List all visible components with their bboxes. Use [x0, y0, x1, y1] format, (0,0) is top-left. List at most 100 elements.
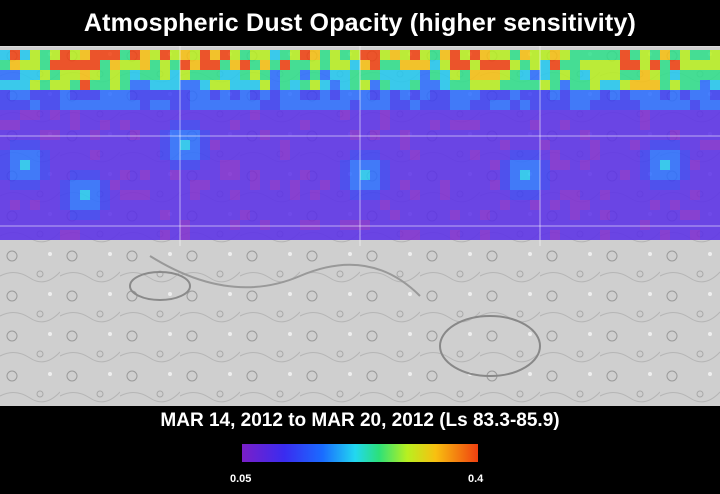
opacity-cell [430, 220, 440, 230]
opacity-cell [650, 130, 660, 140]
opacity-cell [60, 210, 70, 220]
opacity-cell [330, 170, 340, 180]
opacity-cell [40, 160, 50, 170]
opacity-cell [600, 160, 610, 170]
opacity-cell [30, 70, 40, 80]
opacity-cell [70, 140, 80, 150]
opacity-cell [40, 200, 50, 210]
opacity-cell [360, 180, 370, 190]
opacity-cell [640, 190, 650, 200]
opacity-cell [110, 160, 120, 170]
opacity-cell [210, 170, 220, 180]
opacity-cell [630, 210, 640, 220]
opacity-cell [630, 120, 640, 130]
opacity-cell [330, 180, 340, 190]
opacity-cell [520, 50, 530, 60]
opacity-cell [280, 180, 290, 190]
opacity-cell [280, 210, 290, 220]
opacity-cell [630, 60, 640, 70]
opacity-cell [190, 120, 200, 130]
opacity-cell [50, 100, 60, 110]
opacity-cell [350, 160, 360, 170]
opacity-cell [410, 90, 420, 100]
opacity-cell [30, 160, 40, 170]
opacity-cell [710, 110, 720, 120]
opacity-cell [500, 170, 510, 180]
opacity-cell [130, 60, 140, 70]
opacity-cell [260, 210, 270, 220]
opacity-cell [340, 180, 350, 190]
opacity-cell [460, 220, 470, 230]
opacity-cell [70, 150, 80, 160]
opacity-cell [660, 90, 670, 100]
opacity-cell [490, 60, 500, 70]
opacity-cell [450, 80, 460, 90]
opacity-cell [620, 230, 630, 240]
opacity-cell [530, 150, 540, 160]
opacity-cell [620, 190, 630, 200]
opacity-cell [220, 50, 230, 60]
opacity-cell [240, 110, 250, 120]
opacity-cell [670, 110, 680, 120]
opacity-cell [340, 160, 350, 170]
opacity-cell [290, 130, 300, 140]
opacity-cell [270, 200, 280, 210]
opacity-cell [670, 200, 680, 210]
opacity-cell [620, 210, 630, 220]
opacity-cell [100, 110, 110, 120]
opacity-cell [380, 70, 390, 80]
opacity-cell [310, 180, 320, 190]
opacity-cell [360, 150, 370, 160]
opacity-cell [660, 70, 670, 80]
opacity-cell [570, 80, 580, 90]
opacity-cell [80, 70, 90, 80]
opacity-cell [550, 150, 560, 160]
opacity-cell [170, 180, 180, 190]
opacity-cell [330, 220, 340, 230]
opacity-cell [610, 80, 620, 90]
opacity-cell [200, 150, 210, 160]
opacity-cell [360, 140, 370, 150]
opacity-cell [660, 200, 670, 210]
opacity-cell [690, 120, 700, 130]
opacity-cell [130, 100, 140, 110]
opacity-cell [170, 190, 180, 200]
opacity-cell [170, 170, 180, 180]
opacity-cell [100, 50, 110, 60]
opacity-cell [350, 140, 360, 150]
opacity-cell [490, 90, 500, 100]
opacity-cell [480, 160, 490, 170]
opacity-cell [650, 210, 660, 220]
opacity-cell [330, 140, 340, 150]
opacity-cell [540, 190, 550, 200]
opacity-cell [480, 80, 490, 90]
opacity-cell [590, 100, 600, 110]
opacity-cell [80, 200, 90, 210]
opacity-cell [680, 150, 690, 160]
opacity-cell [90, 200, 100, 210]
opacity-cell [660, 110, 670, 120]
opacity-cell [680, 90, 690, 100]
opacity-cell [250, 200, 260, 210]
opacity-cell [190, 50, 200, 60]
opacity-cell [650, 160, 660, 170]
opacity-cell [300, 110, 310, 120]
opacity-cell [190, 220, 200, 230]
opacity-cell [170, 120, 180, 130]
opacity-cell [280, 140, 290, 150]
opacity-cell [350, 80, 360, 90]
opacity-cell [300, 100, 310, 110]
opacity-cell [500, 160, 510, 170]
opacity-cell [590, 210, 600, 220]
opacity-cell [70, 230, 80, 240]
opacity-cell [430, 190, 440, 200]
opacity-cell [380, 210, 390, 220]
opacity-cell [410, 200, 420, 210]
opacity-cell [590, 160, 600, 170]
opacity-cell [90, 220, 100, 230]
opacity-cell [660, 220, 670, 230]
opacity-cell [240, 180, 250, 190]
opacity-cell [470, 90, 480, 100]
opacity-cell [100, 150, 110, 160]
opacity-cell [400, 130, 410, 140]
